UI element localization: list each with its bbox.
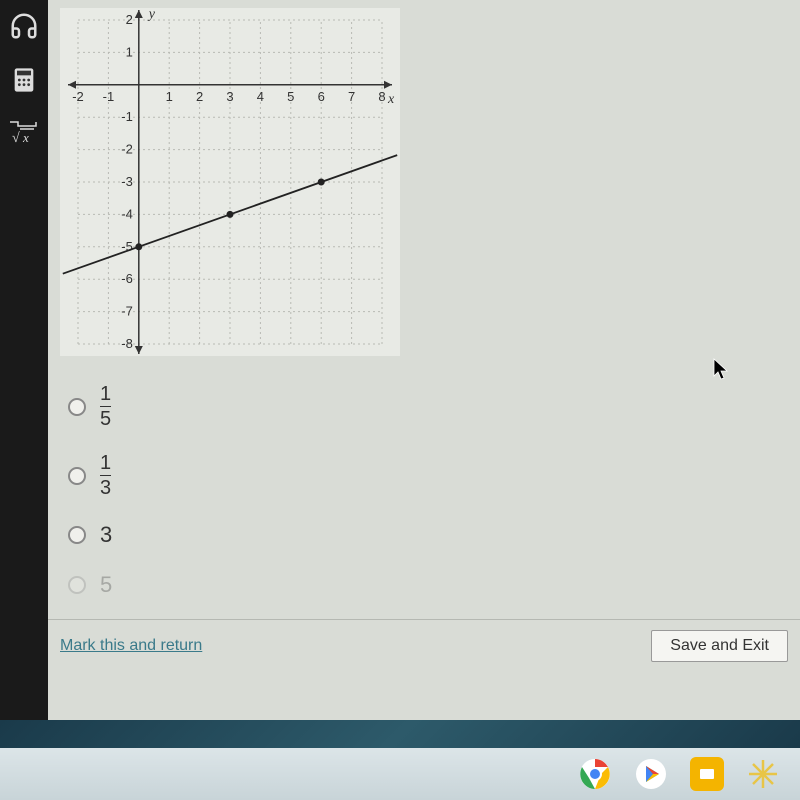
save-exit-button[interactable]: Save and Exit — [651, 630, 788, 662]
whole-value: 3 — [100, 522, 112, 548]
svg-text:-1: -1 — [103, 89, 115, 104]
svg-text:4: 4 — [257, 89, 264, 104]
svg-text:-2: -2 — [72, 89, 84, 104]
coordinate-chart: -2-11234567821-1-2-3-4-5-6-7-8yx — [60, 8, 400, 356]
headphones-icon[interactable] — [6, 8, 42, 44]
slides-icon[interactable] — [690, 757, 724, 791]
svg-text:-4: -4 — [121, 206, 133, 221]
answer-option-0[interactable]: 15 — [68, 384, 788, 429]
svg-text:x: x — [22, 130, 29, 145]
chrome-icon[interactable] — [578, 757, 612, 791]
svg-text:2: 2 — [126, 12, 133, 27]
question-panel: -2-11234567821-1-2-3-4-5-6-7-8yx 151335 … — [48, 0, 800, 720]
svg-text:1: 1 — [126, 44, 133, 59]
svg-text:-1: -1 — [121, 109, 133, 124]
radio-button[interactable] — [68, 398, 86, 416]
svg-text:-3: -3 — [121, 174, 133, 189]
mark-return-link[interactable]: Mark this and return — [60, 637, 202, 655]
answer-option-3[interactable]: 5 — [68, 572, 788, 598]
answer-options: 15 13 3 5 — [60, 384, 788, 598]
star-icon[interactable] — [746, 757, 780, 791]
radio-button[interactable] — [68, 576, 86, 594]
svg-text:8: 8 — [378, 89, 385, 104]
svg-text:x: x — [387, 92, 395, 107]
svg-text:-8: -8 — [121, 336, 133, 351]
svg-text:1: 1 — [166, 89, 173, 104]
svg-text:√: √ — [12, 131, 20, 146]
svg-text:-2: -2 — [121, 142, 133, 157]
svg-text:y: y — [147, 8, 156, 22]
svg-text:7: 7 — [348, 89, 355, 104]
formula-icon[interactable]: √x — [6, 116, 42, 152]
radio-button[interactable] — [68, 526, 86, 544]
fraction-value: 13 — [100, 453, 111, 498]
answer-option-1[interactable]: 13 — [68, 453, 788, 498]
mouse-cursor — [713, 358, 731, 387]
svg-text:-7: -7 — [121, 304, 133, 319]
svg-text:6: 6 — [318, 89, 325, 104]
svg-text:3: 3 — [226, 89, 233, 104]
play-store-icon[interactable] — [634, 757, 668, 791]
fraction-value: 15 — [100, 384, 111, 429]
svg-text:-6: -6 — [121, 271, 133, 286]
taskbar — [0, 748, 800, 800]
tool-sidebar: √x — [0, 0, 48, 720]
svg-text:5: 5 — [287, 89, 294, 104]
radio-button[interactable] — [68, 467, 86, 485]
footer-bar: Mark this and return Save and Exit — [48, 619, 800, 662]
desktop-background — [0, 720, 800, 748]
calculator-icon[interactable] — [6, 62, 42, 98]
svg-text:2: 2 — [196, 89, 203, 104]
whole-value: 5 — [100, 572, 112, 598]
answer-option-2[interactable]: 3 — [68, 522, 788, 548]
